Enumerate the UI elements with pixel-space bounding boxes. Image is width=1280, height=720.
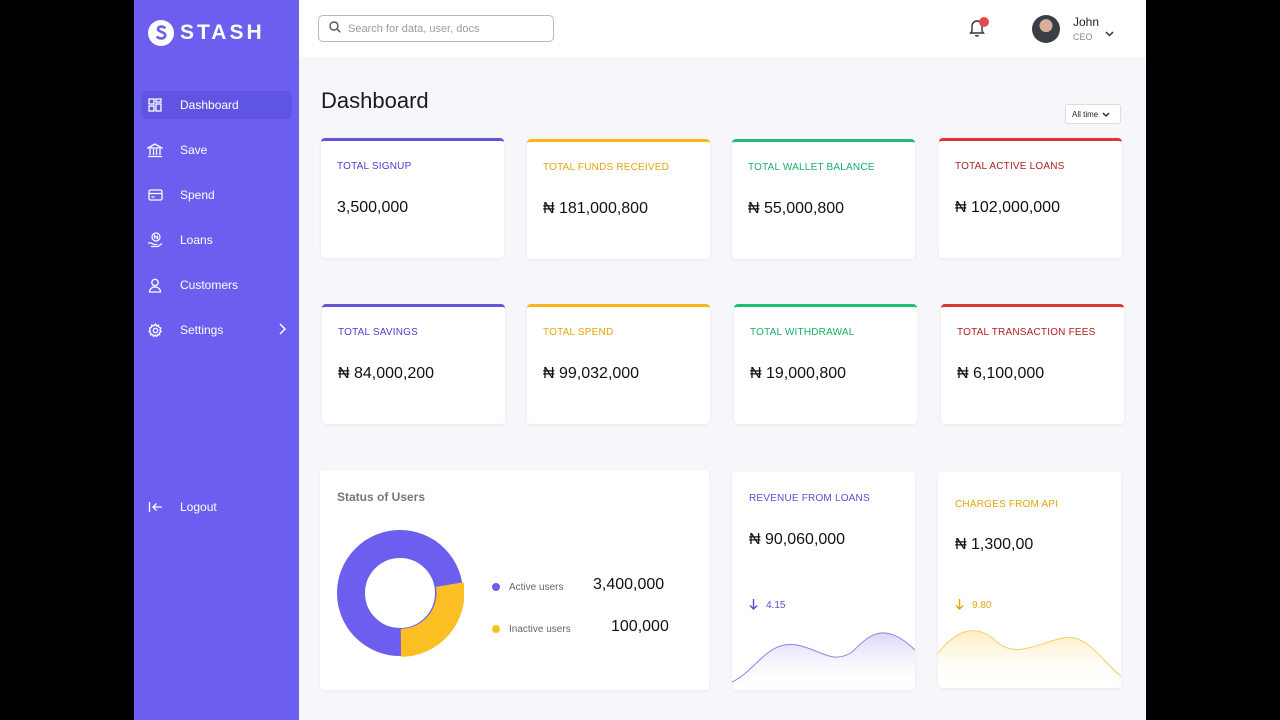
page-title: Dashboard [321, 88, 429, 113]
stat-value: ₦ 181,000,800 [543, 200, 648, 217]
donut-inactive-segment [400, 582, 464, 657]
stat-card-total-savings[interactable]: TOTAL SAVINGS ₦ 84,000,200 [322, 304, 505, 424]
stash-logo-icon [148, 20, 174, 46]
stat-label: TOTAL ACTIVE LOANS [955, 161, 1065, 172]
stat-value: ₦ 84,000,200 [338, 365, 435, 382]
stat-label: TOTAL WALLET BALANCE [748, 162, 875, 173]
revenue-loans-card[interactable]: REVENUE FROM LOANS ₦ 90,060,000 4.15 [732, 472, 915, 690]
search-icon [329, 20, 341, 38]
stat-card-total-active-loans[interactable]: TOTAL ACTIVE LOANS ₦ 102,000,000 [939, 138, 1122, 258]
arrow-down-icon [955, 598, 964, 613]
sidebar-item-label: Loans [180, 233, 213, 247]
sidebar: STASH Dashboard Save Spend Loans [134, 0, 299, 720]
users-status-title: Status of Users [337, 490, 426, 504]
time-filter-select[interactable]: All time [1065, 104, 1121, 124]
bank-icon [147, 142, 163, 158]
legend-dot-inactive [492, 625, 500, 633]
legend-value-active: 3,400,000 [593, 576, 665, 593]
charges-api-card[interactable]: CHARGES FROM API ₦ 1,300,00 9.80 [938, 472, 1121, 688]
logout-label: Logout [180, 500, 217, 514]
logout-icon [147, 499, 163, 515]
charges-api-trend-value: 9.80 [972, 600, 992, 611]
revenue-loans-label: REVENUE FROM LOANS [749, 493, 870, 504]
legend-label-active: Active users [509, 582, 564, 593]
revenue-loans-value: ₦ 90,060,000 [749, 531, 846, 548]
stat-label: TOTAL SPEND [543, 327, 614, 338]
stat-value: ₦ 55,000,800 [748, 200, 845, 217]
stat-label: TOTAL FUNDS RECEIVED [543, 162, 670, 173]
gear-icon [147, 322, 163, 338]
stat-card-total-spend[interactable]: TOTAL SPEND ₦ 99,032,000 [527, 304, 710, 424]
sidebar-item-label: Customers [180, 278, 239, 292]
stat-card-total-wallet-balance[interactable]: TOTAL WALLET BALANCE ₦ 55,000,800 [732, 139, 915, 259]
sidebar-item-loans[interactable]: Loans [141, 226, 292, 254]
sidebar-item-label: Spend [180, 188, 215, 202]
user-name: John [1073, 15, 1100, 29]
charges-api-label: CHARGES FROM API [955, 499, 1059, 510]
brand-name: STASH [180, 21, 265, 44]
stat-card-total-withdrawal[interactable]: TOTAL WITHDRAWAL ₦ 19,000,800 [734, 304, 917, 424]
dashboard-icon [147, 97, 163, 113]
app-window: STASH Dashboard Save Spend Loans [134, 0, 1146, 720]
chevron-right-icon [278, 323, 287, 338]
stat-value: ₦ 99,032,000 [543, 365, 640, 382]
sidebar-item-save[interactable]: Save [141, 136, 292, 164]
avatar[interactable] [1032, 15, 1060, 43]
stat-value: ₦ 19,000,800 [750, 365, 847, 382]
chevron-down-icon [1102, 110, 1110, 119]
revenue-loans-trend-value: 4.15 [766, 600, 786, 611]
arrow-down-icon [749, 598, 758, 613]
stat-label: TOTAL TRANSACTION FEES [957, 327, 1096, 338]
stat-label: TOTAL SAVINGS [338, 327, 419, 338]
sidebar-item-label: Settings [180, 323, 224, 337]
search-input[interactable] [348, 22, 538, 35]
search-box[interactable] [318, 15, 554, 42]
logo[interactable]: STASH [148, 20, 265, 46]
logout-button[interactable]: Logout [141, 493, 292, 521]
legend-label-inactive: Inactive users [509, 624, 571, 635]
sidebar-item-label: Dashboard [180, 98, 239, 112]
stat-label: TOTAL WITHDRAWAL [750, 327, 855, 338]
topbar: John CEO [299, 0, 1146, 57]
stat-card-total-funds-received[interactable]: TOTAL FUNDS RECEIVED ₦ 181,000,800 [527, 139, 710, 259]
notification-dot [979, 17, 989, 27]
chevron-down-icon[interactable] [1105, 24, 1114, 42]
user-icon [147, 277, 163, 293]
sidebar-item-label: Save [180, 143, 208, 157]
sidebar-item-spend[interactable]: Spend [141, 181, 292, 209]
legend-dot-active [492, 583, 500, 591]
sidebar-item-customers[interactable]: Customers [141, 271, 292, 299]
time-filter-value: All time [1072, 109, 1099, 119]
stat-card-total-transaction-fees[interactable]: TOTAL TRANSACTION FEES ₦ 6,100,000 [941, 304, 1124, 424]
sidebar-item-dashboard[interactable]: Dashboard [141, 91, 292, 119]
legend-value-inactive: 100,000 [611, 618, 669, 635]
charges-api-trend: 9.80 [955, 598, 991, 613]
charges-api-sparkline [938, 630, 1121, 688]
charges-api-value: ₦ 1,300,00 [955, 536, 1034, 553]
card-icon [147, 187, 163, 203]
user-role: CEO [1073, 32, 1093, 42]
stat-value: ₦ 6,100,000 [957, 365, 1045, 382]
sidebar-item-settings[interactable]: Settings [141, 316, 292, 344]
loan-hand-icon [147, 232, 163, 248]
revenue-loans-trend: 4.15 [749, 598, 785, 613]
stat-value: 3,500,000 [337, 199, 409, 216]
users-status-card: Status of Users Active users 3,400,000 I… [320, 470, 709, 690]
stat-value: ₦ 102,000,000 [955, 199, 1060, 216]
revenue-loans-sparkline [732, 632, 915, 690]
stat-label: TOTAL SIGNUP [337, 161, 412, 172]
stat-card-total-signup[interactable]: TOTAL SIGNUP 3,500,000 [321, 138, 504, 258]
users-donut-chart [337, 530, 464, 657]
